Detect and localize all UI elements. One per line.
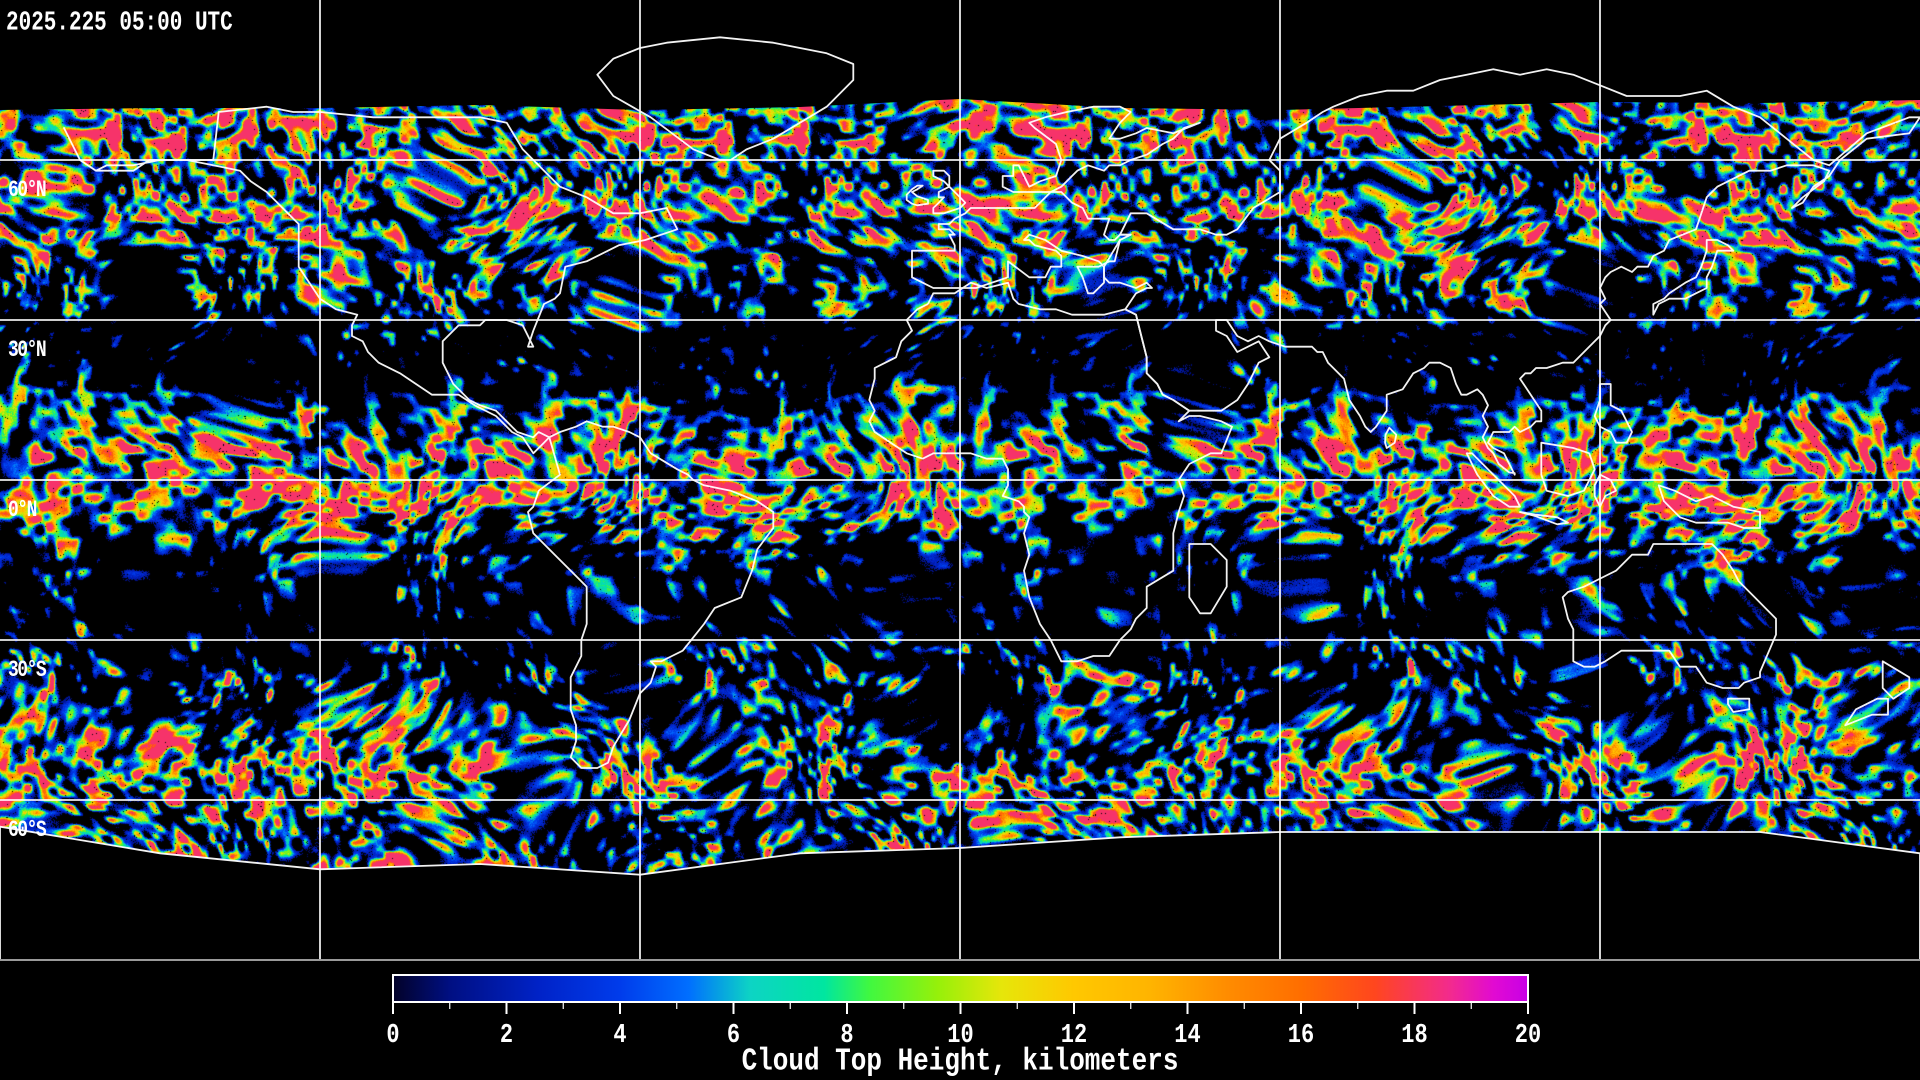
svg-text:20: 20 — [1515, 1021, 1541, 1051]
svg-text:60°S: 60°S — [8, 818, 46, 844]
svg-text:18: 18 — [1401, 1021, 1427, 1051]
svg-text:16: 16 — [1288, 1021, 1314, 1051]
svg-text:2025.225 05:00 UTC: 2025.225 05:00 UTC — [6, 8, 233, 38]
svg-text:Cloud Top Height, kilometers: Cloud Top Height, kilometers — [742, 1043, 1179, 1079]
svg-text:30°N: 30°N — [8, 338, 46, 364]
svg-text:30°S: 30°S — [8, 658, 46, 684]
svg-text:2: 2 — [500, 1021, 513, 1051]
svg-text:4: 4 — [613, 1021, 626, 1051]
svg-text:0: 0 — [386, 1021, 399, 1051]
svg-text:60°N: 60°N — [8, 178, 46, 204]
svg-text:6: 6 — [727, 1021, 740, 1051]
svg-text:0°N: 0°N — [8, 498, 37, 524]
